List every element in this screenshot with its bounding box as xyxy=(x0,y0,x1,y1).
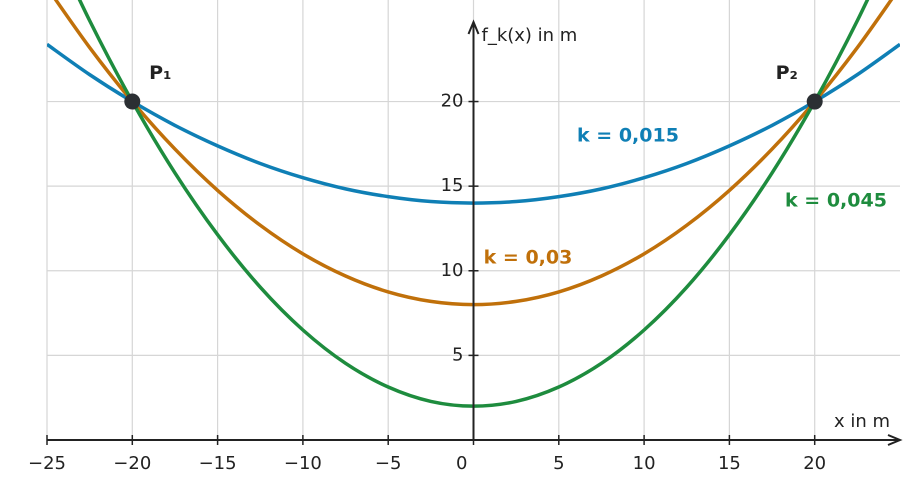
series-label: k = 0,015 xyxy=(577,125,679,147)
x-tick-label: −25 xyxy=(28,453,66,474)
x-axis-label: x in m xyxy=(834,411,890,432)
y-tick-label: 10 xyxy=(441,260,464,281)
point-label: P₂ xyxy=(776,62,798,84)
y-tick-label: 15 xyxy=(441,175,464,196)
y-tick-label: 5 xyxy=(452,344,463,365)
y-tick-label: 20 xyxy=(441,91,464,112)
x-axis-arrow xyxy=(887,434,903,446)
series-label: k = 0,03 xyxy=(484,247,573,269)
x-tick-label: −5 xyxy=(375,453,402,474)
x-tick-label: −15 xyxy=(199,453,237,474)
x-tick-label: −10 xyxy=(284,453,322,474)
y-axis-arrow xyxy=(467,19,480,35)
y-axis-label: f_k(x) in m xyxy=(482,25,578,46)
point xyxy=(124,93,141,110)
x-tick-label: 0 xyxy=(456,453,467,474)
point-label: P₁ xyxy=(149,62,171,84)
series-label: k = 0,045 xyxy=(785,190,887,212)
x-tick-label: 5 xyxy=(553,453,564,474)
x-tick-label: 15 xyxy=(718,453,741,474)
x-tick-label: 10 xyxy=(633,453,656,474)
x-tick-label: 20 xyxy=(803,453,826,474)
point xyxy=(806,93,823,110)
x-tick-label: −20 xyxy=(113,453,151,474)
